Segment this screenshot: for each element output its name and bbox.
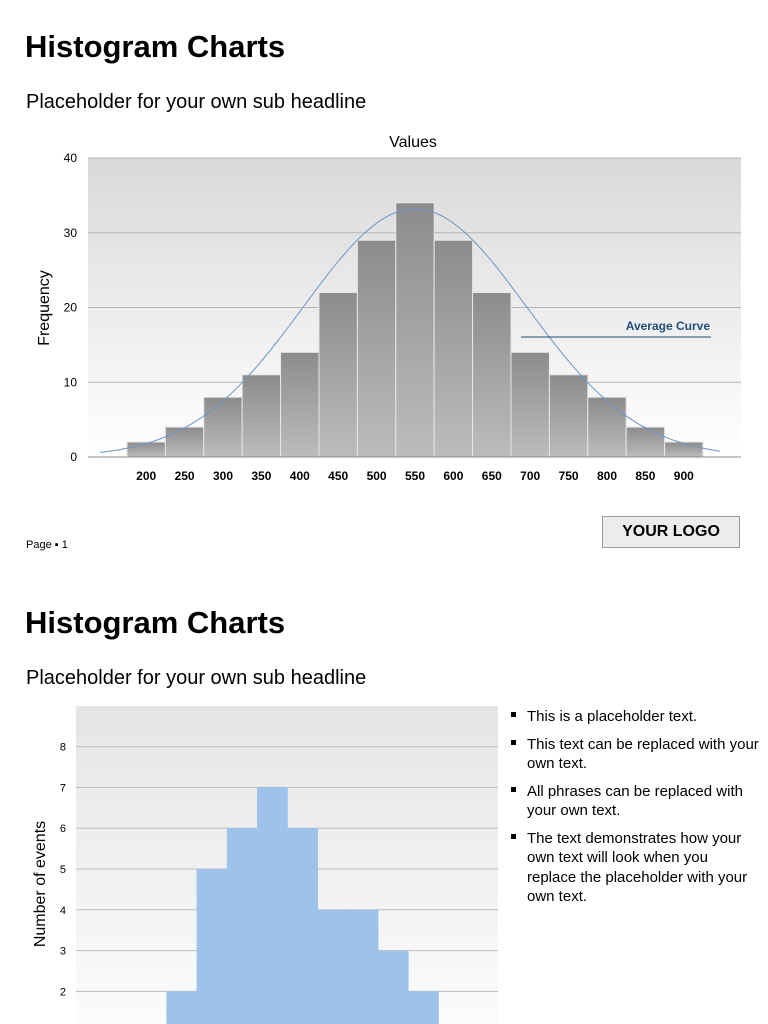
y-tick-label: 6 [60, 823, 66, 835]
y-tick-label: 3 [60, 946, 66, 958]
bullet-item: All phrases can be replaced with your ow… [510, 782, 760, 821]
histogram-bar [226, 828, 258, 1024]
x-tick-label: 550 [405, 469, 425, 483]
y-tick-label: 0 [70, 450, 77, 464]
histogram-bar [408, 991, 439, 1024]
x-tick-label: 850 [635, 469, 655, 483]
slide2-subtitle: Placeholder for your own sub headline [26, 667, 367, 689]
y-axis-title: Number of events [32, 821, 49, 947]
y-tick-label: 10 [64, 375, 78, 389]
x-tick-label: 350 [251, 469, 271, 483]
y-tick-label: 7 [60, 782, 66, 794]
x-tick-label: 200 [136, 469, 156, 483]
average-curve-line [99, 208, 721, 453]
x-tick-label: 900 [674, 469, 694, 483]
histogram-bar [472, 292, 512, 458]
bullet-item: The text demonstrates how your own text … [510, 829, 760, 907]
y-tick-label: 30 [64, 226, 78, 240]
bullet-item: This text can be replaced with your own … [510, 735, 760, 774]
histogram-bar [166, 991, 198, 1024]
histogram-bar [625, 426, 666, 458]
average-curve-label: Average Curve [626, 319, 711, 333]
histogram-bar [196, 869, 228, 1024]
page-number: Page ▪ 1 [26, 539, 68, 551]
histogram-bar [395, 202, 435, 458]
y-tick-label: 8 [60, 742, 66, 754]
x-tick-label: 250 [175, 469, 195, 483]
x-tick-label: 650 [482, 469, 502, 483]
x-tick-label: 800 [597, 469, 617, 483]
logo-placeholder: YOUR LOGO [602, 516, 740, 548]
histogram-bar [280, 351, 320, 458]
histogram-bar [347, 909, 379, 1024]
slide1-subtitle: Placeholder for your own sub headline [26, 91, 367, 113]
x-tick-label: 500 [367, 469, 387, 483]
y-tick-label: 40 [64, 151, 78, 165]
slide1-title: Histogram Charts [25, 29, 286, 64]
x-tick-label: 400 [290, 469, 310, 483]
histogram-bar [317, 909, 349, 1024]
histogram-bar [318, 292, 358, 458]
histogram-bar [257, 787, 288, 1024]
y-tick-label: 20 [64, 301, 78, 315]
histogram-bar [377, 950, 409, 1024]
chart-title: Values [389, 134, 437, 151]
histogram-bar [433, 239, 474, 458]
histogram-bar [287, 828, 318, 1024]
y-tick-label: 4 [60, 905, 66, 917]
x-tick-label: 450 [328, 469, 348, 483]
x-tick-label: 700 [520, 469, 540, 483]
x-tick-label: 750 [559, 469, 579, 483]
slide2-title: Histogram Charts [25, 605, 286, 640]
y-axis-title: Frequency [36, 270, 53, 346]
bullet-item: This is a placeholder text. [510, 707, 760, 727]
x-tick-label: 300 [213, 469, 233, 483]
y-tick-label: 5 [60, 864, 66, 876]
histogram-bar [510, 351, 550, 458]
x-tick-label: 600 [443, 469, 463, 483]
histogram-bar [356, 239, 397, 458]
y-tick-label: 2 [60, 986, 66, 998]
bullet-list: This is a placeholder text. This text ca… [510, 707, 760, 915]
